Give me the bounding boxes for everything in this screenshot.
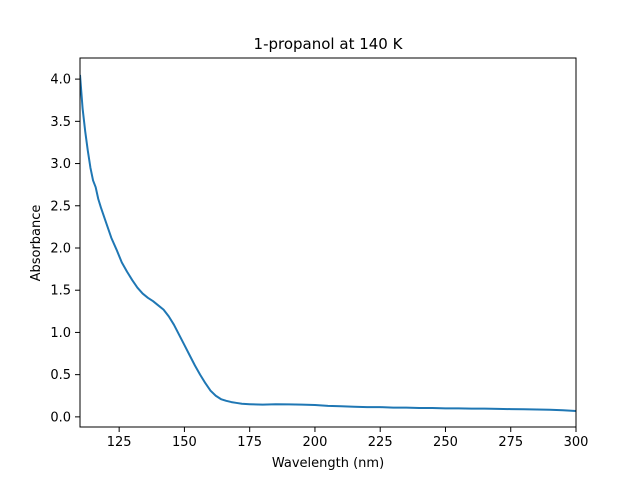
y-tick-label: 3.0 bbox=[50, 157, 71, 172]
x-tick-label: 275 bbox=[498, 435, 523, 450]
absorbance-series-line bbox=[80, 74, 576, 412]
x-tick-label: 250 bbox=[433, 435, 458, 450]
y-axis-label: Absorbance bbox=[29, 205, 44, 282]
y-tick-label: 3.5 bbox=[50, 115, 71, 130]
x-tick-label: 125 bbox=[107, 435, 132, 450]
plot-frame bbox=[79, 57, 577, 428]
x-axis: 125 150 175 200 225 250 275 300 bbox=[107, 427, 589, 450]
x-tick-label: 225 bbox=[368, 435, 393, 450]
y-tick-label: 0.0 bbox=[50, 410, 71, 425]
y-tick-label: 0.5 bbox=[50, 368, 71, 383]
x-tick-label: 175 bbox=[237, 435, 262, 450]
x-tick-label: 200 bbox=[303, 435, 328, 450]
y-tick-label: 4.0 bbox=[50, 73, 71, 88]
x-tick-label: 150 bbox=[172, 435, 197, 450]
y-tick-label: 1.0 bbox=[50, 326, 71, 341]
y-tick-label: 2.0 bbox=[50, 241, 71, 256]
y-tick-label: 2.5 bbox=[50, 199, 71, 214]
x-axis-label: Wavelength (nm) bbox=[272, 456, 384, 471]
chart-title: 1-propanol at 140 K bbox=[254, 35, 404, 53]
y-tick-label: 1.5 bbox=[50, 284, 71, 299]
x-tick-label: 300 bbox=[564, 435, 589, 450]
y-axis: 0.0 0.5 1.0 1.5 2.0 2.5 3.0 3.5 4.0 bbox=[50, 73, 80, 425]
plot-area bbox=[80, 74, 576, 412]
